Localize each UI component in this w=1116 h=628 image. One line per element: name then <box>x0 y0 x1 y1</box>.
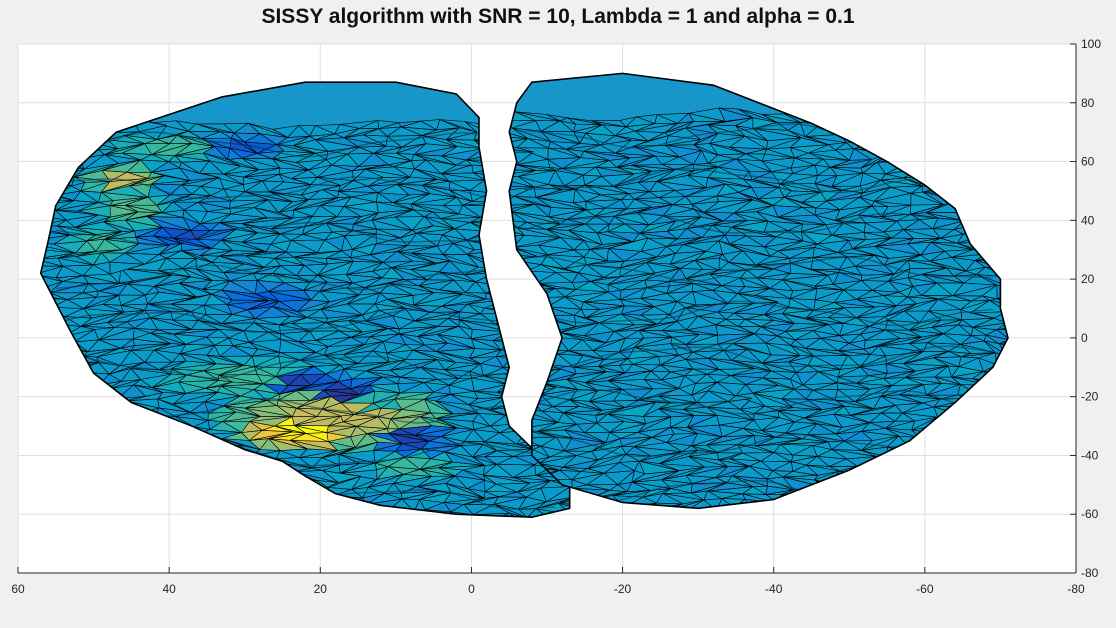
mesh-face <box>0 188 17 202</box>
mesh-face <box>0 188 17 202</box>
mesh-face <box>0 498 19 504</box>
mesh-face <box>0 300 1 309</box>
mesh-face <box>0 170 19 185</box>
hemisphere-right <box>509 73 1008 509</box>
mesh-face <box>0 364 14 373</box>
mesh-face <box>0 220 10 229</box>
mesh-face <box>0 431 8 439</box>
y-tick-label: 60 <box>1081 155 1095 169</box>
mesh-face <box>0 518 12 531</box>
x-tick-label: 40 <box>162 582 176 596</box>
mesh-face <box>0 215 10 225</box>
mesh-face <box>0 357 2 361</box>
mesh-face <box>0 373 19 380</box>
mesh-face <box>0 462 17 470</box>
mesh-face <box>0 491 19 498</box>
mesh-face <box>151 120 189 132</box>
mesh-face <box>0 226 20 235</box>
mesh-face <box>0 404 12 411</box>
sulcus-line <box>55 353 555 379</box>
sulcus-line <box>55 264 555 291</box>
mesh-face <box>0 229 20 236</box>
mesh-face <box>0 254 5 263</box>
mesh-face <box>0 167 7 174</box>
mesh-face <box>0 359 14 364</box>
x-tick-label: -80 <box>1067 582 1085 596</box>
mesh-face <box>0 348 13 357</box>
sulcus-line <box>55 131 555 158</box>
mesh-face <box>0 341 13 350</box>
mesh-face <box>0 411 13 423</box>
mesh-face <box>0 330 1 340</box>
mesh-face <box>0 289 15 300</box>
x-tick-label: -40 <box>765 582 783 596</box>
y-tick-label: -40 <box>1081 448 1099 462</box>
mesh-face <box>0 454 7 464</box>
chart-title: SISSY algorithm with SNR = 10, Lambda = … <box>261 5 855 28</box>
mesh-face <box>0 454 17 464</box>
mesh-face <box>0 438 8 444</box>
y-tick-label: -20 <box>1081 390 1099 404</box>
y-tick-label: -80 <box>1081 566 1099 580</box>
mesh-face <box>0 383 5 388</box>
mesh-face <box>0 462 17 473</box>
mesh-face <box>439 119 477 133</box>
mesh-face <box>0 350 13 359</box>
mesh-face <box>0 280 14 293</box>
mesh-face <box>0 132 1 141</box>
mesh-face <box>0 518 12 529</box>
x-tick-label: -60 <box>916 582 934 596</box>
mesh-face <box>0 148 14 160</box>
mesh-face <box>0 125 11 133</box>
y-tick-label: 20 <box>1081 272 1095 286</box>
mesh-face <box>0 373 19 383</box>
mesh-face <box>2 380 19 388</box>
mesh-face <box>2 411 19 423</box>
mesh-face <box>0 299 15 308</box>
mesh-face <box>0 202 17 209</box>
mesh-face <box>0 181 15 192</box>
x-tick-label: 60 <box>11 582 25 596</box>
mesh-face <box>0 235 20 242</box>
x-tick-label: -20 <box>614 582 632 596</box>
mesh-face <box>40 241 76 254</box>
mesh-face <box>0 195 17 208</box>
mesh-face <box>0 498 19 508</box>
x-tick-label: 0 <box>468 582 475 596</box>
y-tick-label: 80 <box>1081 96 1095 110</box>
y-tick-label: -60 <box>1081 507 1099 521</box>
x-tick-label: 20 <box>314 582 328 596</box>
y-tick-label: 0 <box>1081 331 1088 345</box>
mesh-face <box>0 336 1 348</box>
mesh-face <box>195 123 235 134</box>
mesh-face <box>0 486 4 498</box>
mesh-face <box>0 289 15 299</box>
sulcus-line <box>55 309 555 335</box>
y-tick-label: 40 <box>1081 213 1095 227</box>
mesh-face <box>0 361 14 373</box>
mesh-face <box>0 422 13 431</box>
y-tick-label: 100 <box>1081 37 1101 51</box>
sulcus-line <box>55 221 555 247</box>
mesh-face <box>0 170 19 185</box>
mesh-face <box>247 122 288 138</box>
mesh-face <box>0 128 15 133</box>
mesh-face <box>0 132 15 139</box>
hemisphere-outline <box>39 81 571 518</box>
mesh-face <box>2 404 19 416</box>
mesh-face <box>0 158 14 167</box>
mesh-face <box>0 316 3 324</box>
sulcus-line <box>55 176 555 203</box>
mesh-face <box>1 181 19 192</box>
